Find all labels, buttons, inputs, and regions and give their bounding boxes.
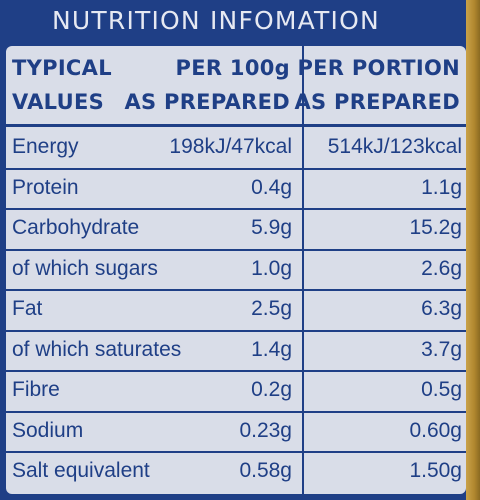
value-per-100g: 1.0g [251,256,292,280]
header-per-100g: PER 100g [175,56,290,80]
row-rule [6,248,466,251]
nutrient-name: Carbohydrate [12,216,140,239]
row-rule [6,370,466,372]
value-per-100g: 0.58g [239,459,292,482]
value-per-portion: 0.60g [409,418,462,442]
nutrient-name: of which saturates [12,337,182,361]
value-per-portion: 1.1g [421,175,462,199]
header-rule [6,124,466,127]
header-per-portion: PER PORTION [297,56,460,80]
value-per-portion: 15.2g [409,216,462,239]
value-per-100g: 2.5g [251,297,292,320]
label-title: NUTRITION INFOMATION [52,6,380,35]
header-as-prepared-portion: AS PREPARED [294,90,460,114]
row-rule [6,329,466,332]
value-per-100g: 198kJ/47kcal [169,135,292,158]
value-per-portion: 6.3g [421,297,462,320]
value-per-100g: 0.23g [239,418,292,442]
nutrient-name: Sodium [12,418,84,442]
value-per-100g: 5.9g [251,216,292,239]
nutrition-table: TYPICAL PER 100g PER PORTION VALUES AS P… [6,46,466,494]
header-values: VALUES [12,90,105,114]
nutrient-name: Protein [12,175,79,199]
value-per-100g: 0.4g [251,175,292,199]
row-rule [6,451,466,453]
value-per-portion: 514kJ/123kcal [327,135,462,158]
value-per-100g: 0.2g [251,378,292,401]
row-rule [6,410,466,413]
column-divider [302,46,304,494]
nutrient-name: Energy [12,135,79,158]
value-per-100g: 1.4g [251,337,292,361]
value-per-portion: 2.6g [421,256,462,280]
row-rule [6,167,466,170]
package-edge [466,0,480,500]
value-per-portion: 0.5g [421,378,462,401]
nutrient-name: of which sugars [12,256,158,280]
header-typical: TYPICAL [12,56,112,80]
value-per-portion: 3.7g [421,337,462,361]
value-per-portion: 1.50g [409,459,462,482]
nutrient-name: Fibre [12,378,60,401]
nutrient-name: Fat [12,297,43,320]
row-rule [6,289,466,291]
header-as-prepared-100g: AS PREPARED [124,90,290,114]
nutrient-name: Salt equivalent [12,459,150,482]
row-rule [6,208,466,210]
